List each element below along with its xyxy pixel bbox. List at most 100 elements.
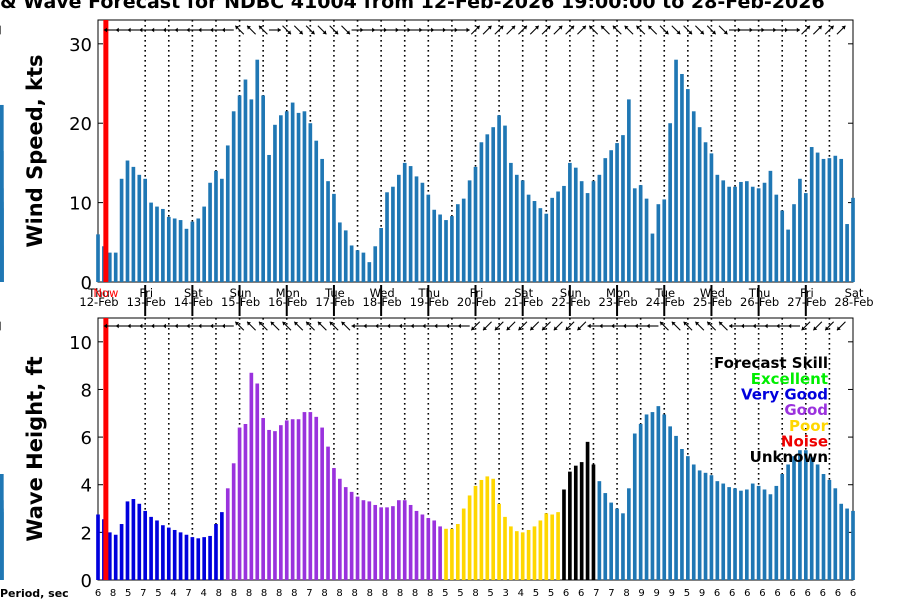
- wind-bar: [691, 111, 696, 282]
- wave-bar: [467, 495, 472, 580]
- wind-bar: [461, 198, 466, 282]
- wind-direction-arrowhead: [841, 25, 846, 30]
- date-label: 24-Feb: [646, 295, 685, 309]
- wave-bar: [750, 483, 755, 580]
- wind-direction-arrowhead: [818, 25, 822, 30]
- wave-direction-arrowhead: [139, 323, 143, 329]
- wind-bar: [520, 180, 525, 282]
- day-label-strip: Thu12-FebFri13-FebSat14-FebSun15-FebMon1…: [79, 285, 874, 316]
- wind-bar: [845, 224, 849, 282]
- period-value: 8: [397, 588, 403, 599]
- wave-bar: [149, 516, 153, 580]
- wind-direction-arrowhead: [186, 27, 190, 33]
- wind-bar: [674, 59, 678, 283]
- wind-direction-arrowhead: [198, 27, 202, 33]
- wind-bar: [438, 214, 442, 282]
- wind-bar: [166, 216, 171, 282]
- date-label: 23-Feb: [598, 295, 637, 309]
- wave-direction-arrowhead: [646, 323, 650, 329]
- wind-bar: [420, 182, 425, 282]
- wave-bar: [332, 468, 336, 580]
- wave-bar: [845, 508, 849, 580]
- wind-bar: [432, 209, 437, 282]
- wave-direction-arrowhead: [611, 323, 615, 329]
- wind-bar: [190, 221, 195, 282]
- wind-bar: [338, 222, 342, 282]
- day-of-week-label: Thu: [87, 286, 110, 300]
- wave-bar: [231, 463, 236, 580]
- wave-bar: [137, 503, 142, 580]
- day-of-week-label: Sat: [514, 286, 533, 300]
- wave-direction-arrowhead: [483, 326, 487, 331]
- wind-bar: [184, 228, 189, 282]
- wave-direction-arrowhead: [410, 323, 414, 329]
- wind-bar: [744, 181, 749, 282]
- wind-direction-arrowhead: [127, 27, 131, 33]
- day-of-week-label: Sat: [184, 286, 203, 300]
- period-value: 7: [306, 588, 312, 599]
- wind-bar: [279, 115, 283, 282]
- wind-direction-arrowhead: [442, 27, 447, 33]
- skill-legend-entry: Unknown: [750, 448, 828, 466]
- wind-bar: [680, 73, 684, 282]
- wind-direction-arrowhead: [723, 30, 728, 35]
- wind-direction-arrowhead: [570, 25, 575, 30]
- wave-direction-arrowhead: [317, 321, 322, 326]
- wind-bar: [562, 185, 566, 282]
- wave-bar: [379, 507, 383, 580]
- wave-direction-arrowhead: [718, 321, 723, 326]
- wind-direction-arrowhead: [235, 25, 240, 30]
- wave-bar: [715, 481, 720, 580]
- wave-ytick-label: 10: [69, 333, 92, 354]
- wave-bar: [792, 456, 796, 580]
- wind-bar: [851, 197, 855, 282]
- wave-direction-arrowhead: [162, 323, 166, 329]
- wind-bar: [444, 220, 448, 282]
- wind-bar: [668, 123, 672, 282]
- wind-bar: [597, 174, 602, 282]
- wave-bar: [786, 464, 790, 580]
- wave-bar: [762, 489, 767, 580]
- period-value: 5: [533, 588, 539, 599]
- wave-bar: [391, 506, 395, 580]
- wave-bar: [544, 513, 549, 580]
- wind-bar: [638, 185, 643, 282]
- wave-bar: [214, 524, 218, 580]
- wave-bar: [450, 528, 454, 580]
- wind-bar: [131, 166, 136, 282]
- wind-bar: [650, 233, 655, 282]
- date-label: 20-Feb: [457, 295, 496, 309]
- period-value: 8: [216, 588, 222, 599]
- date-label: 26-Feb: [740, 295, 779, 309]
- wind-direction-arrowhead: [475, 25, 480, 30]
- wave-bar: [225, 488, 230, 580]
- day-of-week-label: Sun: [230, 286, 252, 300]
- wind-direction-arrowhead: [139, 27, 143, 33]
- wind-bar: [214, 170, 218, 282]
- wave-bar: [237, 427, 242, 580]
- period-value: 6: [835, 588, 841, 599]
- period-value: 9: [638, 588, 644, 599]
- wave-bar: [125, 501, 130, 580]
- wave-bar: [827, 479, 832, 580]
- wave-bar: [721, 483, 726, 580]
- wind-bar: [827, 158, 832, 282]
- date-label: 16-Feb: [268, 295, 307, 309]
- date-label: 28-Feb: [834, 295, 873, 309]
- wind-bar: [220, 178, 224, 282]
- wind-bar: [780, 210, 785, 282]
- wind-direction-arrowhead: [360, 27, 364, 33]
- wave-bar: [833, 488, 838, 580]
- wave-bar: [161, 525, 165, 580]
- wave-direction-arrowhead: [221, 323, 225, 329]
- wave-direction-arrowhead: [341, 321, 346, 326]
- wave-direction-arrowhead: [634, 323, 638, 329]
- wind-direction-arrowhead: [511, 25, 516, 30]
- period-value: 5: [125, 588, 131, 599]
- wind-direction-arrowhead: [676, 30, 681, 35]
- wave-bar: [261, 418, 265, 580]
- wind-direction-arrowhead: [346, 30, 350, 35]
- period-value: 6: [729, 588, 735, 599]
- wind-bar: [715, 174, 720, 282]
- wind-bar: [786, 229, 790, 282]
